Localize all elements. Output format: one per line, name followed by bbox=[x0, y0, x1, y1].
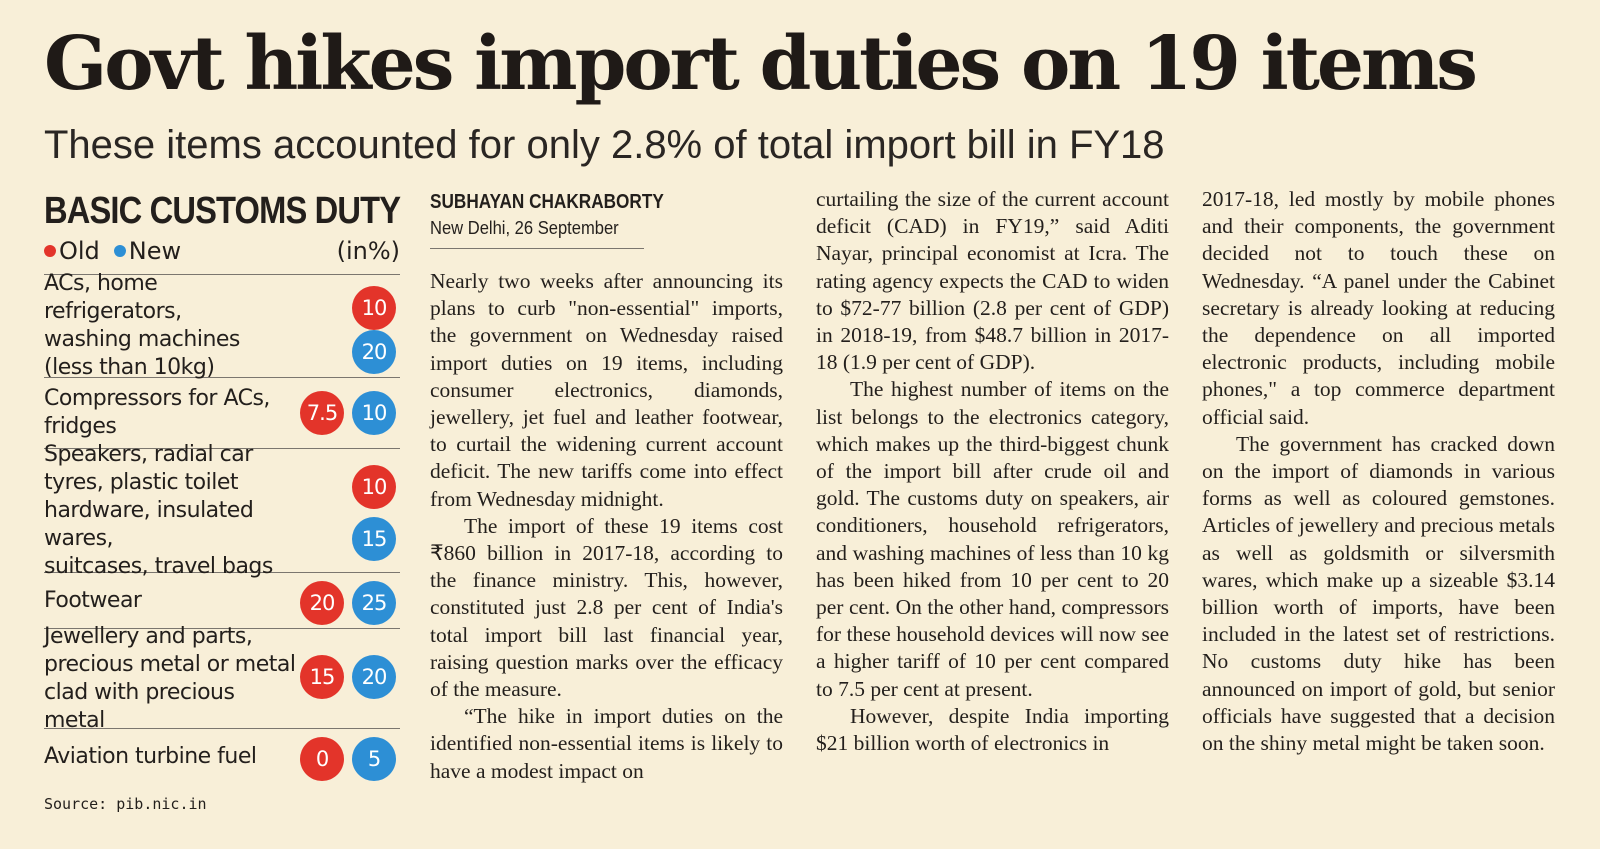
customs-duty-table: BASIC CUSTOMS DUTY Old New (in%) ACs, ho… bbox=[44, 188, 401, 813]
duty-badges: 0 5 bbox=[296, 733, 400, 781]
item-label: Compressors for ACs, fridges bbox=[44, 386, 270, 439]
headline: Govt hikes import duties on 19 items bbox=[44, 21, 1478, 107]
old-duty-badge: 0 bbox=[300, 737, 344, 781]
new-dot-icon bbox=[113, 245, 126, 257]
table-row: Aviation turbine fuel 0 5 bbox=[44, 729, 400, 785]
unit-label: (in%) bbox=[336, 237, 400, 265]
legend-old-label: Old bbox=[59, 237, 100, 265]
paragraph: 2017-18, led mostly by mobile phones and… bbox=[1202, 187, 1555, 429]
new-duty-badge: 10 bbox=[352, 391, 396, 435]
byline-divider bbox=[430, 248, 644, 249]
article-column-2: curtailing the size of the current accou… bbox=[816, 186, 1169, 757]
table-row: ACs, home refrigerators, washing machine… bbox=[44, 271, 400, 380]
new-duty-badge: 5 bbox=[352, 737, 396, 781]
duty-badges: 7.5 10 bbox=[296, 382, 400, 444]
paragraph: The import of these 19 items cost ₹860 b… bbox=[430, 513, 783, 702]
paragraph: However, despite India importing $21 bil… bbox=[816, 703, 1169, 756]
table-row: Speakers, radial car tyres, plastic toil… bbox=[44, 442, 400, 579]
paragraph: “The hike in import duties on the identi… bbox=[430, 704, 783, 783]
table-rows: ACs, home refrigerators, washing machine… bbox=[44, 271, 400, 785]
paragraph: Nearly two weeks after announcing its pl… bbox=[430, 269, 783, 511]
author-name: SUBHAYAN CHAKRABORTY bbox=[430, 191, 664, 213]
old-duty-badge: 7.5 bbox=[300, 391, 344, 435]
table-row: Jewellery and parts, precious metal or m… bbox=[44, 624, 400, 733]
table-title: BASIC CUSTOMS DUTY bbox=[44, 190, 401, 232]
paragraph: The highest number of items on the list … bbox=[816, 377, 1169, 701]
byline: SUBHAYAN CHAKRABORTY New Delhi, 26 Septe… bbox=[430, 190, 786, 249]
item-label: Footwear bbox=[44, 587, 142, 613]
old-duty-badge: 20 bbox=[300, 581, 344, 625]
duty-badges: 20 25 bbox=[296, 577, 400, 625]
item-label: Speakers, radial car tyres, plastic toil… bbox=[44, 441, 273, 579]
item-label: Aviation turbine fuel bbox=[44, 744, 257, 769]
old-duty-badge: 10 bbox=[352, 286, 396, 330]
new-duty-badge: 20 bbox=[352, 330, 396, 374]
legend-new-label: New bbox=[128, 237, 182, 265]
subheadline: These items accounted for only 2.8% of t… bbox=[44, 123, 1165, 167]
duty-badges: 15 20 bbox=[296, 633, 400, 724]
paragraph: The government has cracked down on the i… bbox=[1202, 431, 1555, 756]
table-row: Compressors for ACs, fridges 7.5 10 bbox=[44, 378, 400, 449]
item-label: ACs, home refrigerators, washing machine… bbox=[44, 271, 240, 380]
item-label: Jewellery and parts, precious metal or m… bbox=[44, 623, 296, 733]
dateline: New Delhi, 26 September bbox=[430, 218, 619, 238]
old-dot-icon bbox=[44, 245, 56, 257]
old-duty-badge: 10 bbox=[352, 465, 396, 509]
new-duty-badge: 20 bbox=[352, 655, 396, 699]
article-column-1: Nearly two weeks after announcing its pl… bbox=[430, 268, 783, 785]
new-duty-badge: 25 bbox=[352, 581, 396, 625]
duty-badges: 10 20 bbox=[296, 279, 400, 374]
table-row: Footwear 20 25 bbox=[44, 573, 400, 629]
new-duty-badge: 15 bbox=[352, 517, 396, 561]
old-duty-badge: 15 bbox=[300, 655, 344, 699]
source-note: Source: pib.nic.in bbox=[44, 795, 207, 813]
paragraph: curtailing the size of the current accou… bbox=[816, 187, 1169, 375]
duty-badges: 10 15 bbox=[296, 453, 400, 568]
article-column-3: 2017-18, led mostly by mobile phones and… bbox=[1202, 186, 1555, 757]
legend: Old New (in%) bbox=[44, 234, 400, 268]
